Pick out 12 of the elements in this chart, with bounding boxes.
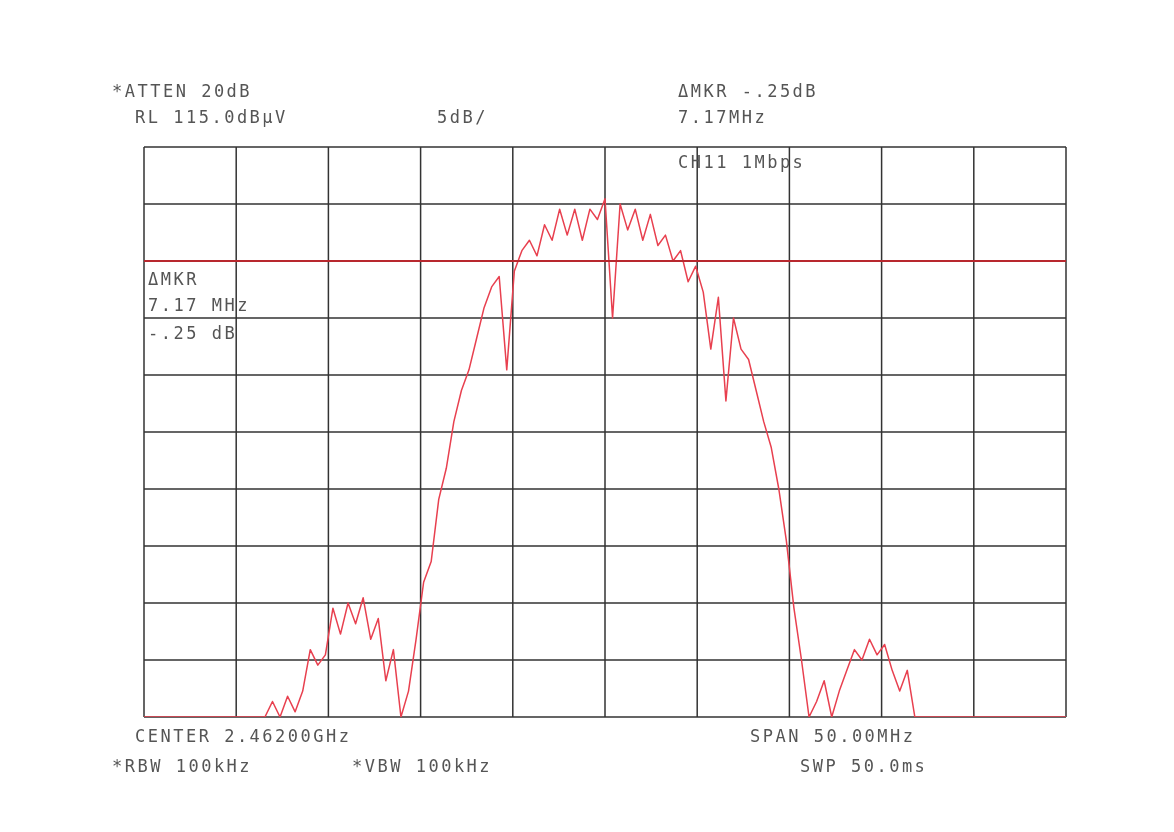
text: 5dB/ xyxy=(437,106,488,128)
text: *RBW 100kHz xyxy=(112,755,253,777)
text: ΔMKR -.25dB xyxy=(678,80,819,102)
text: SPAN 50.00MHz xyxy=(750,725,916,747)
annotation: -.25 dB xyxy=(148,322,238,344)
text: CENTER 2.46200GHz xyxy=(135,725,352,747)
text: RL 115.0dBμV xyxy=(135,106,288,128)
text: 7.17MHz xyxy=(678,106,768,128)
text: *ATTEN 20dB xyxy=(112,80,253,102)
text: SWP 50.0ms xyxy=(800,755,928,777)
text: *VBW 100kHz xyxy=(352,755,493,777)
annotation: ΔMKR xyxy=(148,268,199,290)
